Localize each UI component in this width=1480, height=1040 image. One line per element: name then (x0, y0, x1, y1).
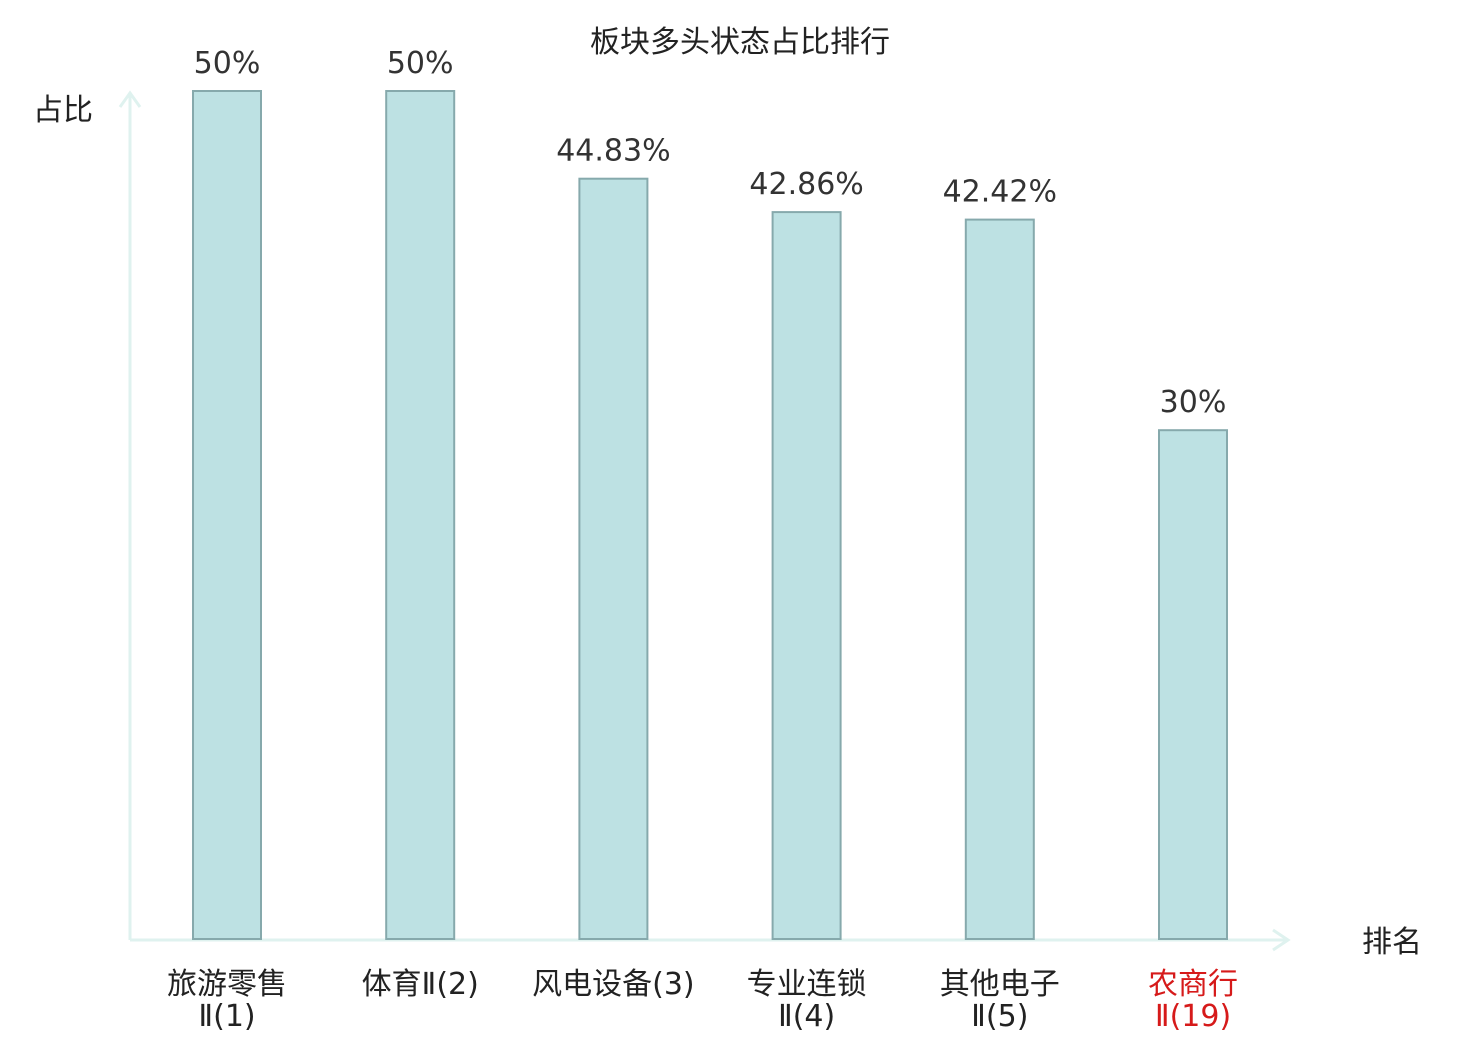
category-label-6: 农商行 Ⅱ(19) (1148, 967, 1238, 1034)
category-name: 风电设备(3) (532, 967, 695, 1002)
bars-group: 50% 旅游零售 Ⅱ(1) 50% 体育Ⅱ(2) 44.83% 风电设备(3) 42.86% 专… (167, 46, 1238, 1034)
category-name: 旅游零售 (167, 967, 287, 1002)
value-label-2: 50% (387, 46, 454, 81)
category-rank: Ⅱ(19) (1155, 999, 1231, 1034)
category-rank: Ⅱ(1) (198, 999, 255, 1034)
category-rank: Ⅱ(5) (971, 999, 1028, 1034)
value-label-4: 42.86% (749, 167, 863, 202)
category-label-5: 其他电子 Ⅱ(5) (940, 967, 1060, 1034)
bar-6 (1158, 429, 1228, 940)
bar-2 (385, 90, 456, 940)
value-label-5: 42.42% (943, 175, 1057, 210)
category-rank: Ⅱ(4) (778, 999, 835, 1034)
bar-1 (192, 90, 262, 940)
value-label-6: 30% (1160, 385, 1227, 420)
x-axis-label: 排名 (1362, 925, 1422, 960)
category-label-1: 旅游零售 Ⅱ(1) (167, 967, 287, 1034)
chart-title: 板块多头状态占比排行 (590, 25, 890, 60)
category-name: 农商行 (1148, 967, 1238, 1002)
y-axis-label: 占比 (33, 93, 93, 128)
category-label-2: 体育Ⅱ(2) (362, 967, 479, 1002)
value-label-3: 44.83% (556, 134, 670, 169)
bar-3 (578, 177, 649, 940)
category-label-4: 专业连锁 Ⅱ(4) (747, 967, 867, 1034)
bar-4 (771, 211, 842, 941)
x-axis-arrow (1272, 928, 1291, 952)
y-axis-arrow (118, 90, 142, 108)
category-name: 体育Ⅱ(2) (362, 967, 479, 1002)
bar-5 (964, 218, 1035, 941)
category-label-3: 风电设备(3) (532, 967, 695, 1002)
category-name: 其他电子 (940, 967, 1060, 1002)
category-name: 专业连锁 (747, 967, 867, 1002)
value-label-1: 50% (194, 46, 261, 81)
